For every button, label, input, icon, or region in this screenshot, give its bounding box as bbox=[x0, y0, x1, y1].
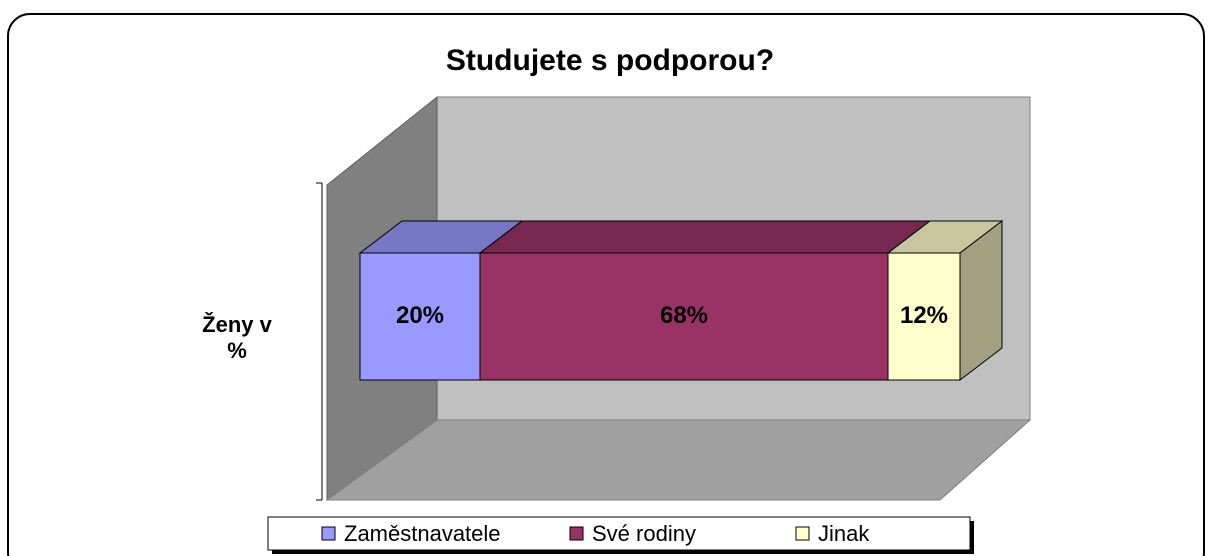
floor bbox=[325, 419, 1032, 501]
chart-title: Studujete s podporou? bbox=[446, 44, 774, 77]
legend-label: Jinak bbox=[818, 521, 870, 546]
category-label: Ženy v % bbox=[202, 312, 272, 363]
legend bbox=[267, 516, 971, 551]
legend-swatch bbox=[321, 526, 336, 541]
bar-top bbox=[478, 220, 932, 254]
legend-label: Zaměstnavatele bbox=[344, 521, 501, 546]
legend-swatch bbox=[569, 526, 584, 541]
legend-label: Své rodiny bbox=[592, 521, 696, 546]
value-label: 20% bbox=[396, 302, 444, 329]
bar bbox=[887, 252, 961, 381]
value-label: 12% bbox=[900, 302, 948, 329]
legend-swatch bbox=[795, 526, 810, 541]
value-label: 68% bbox=[660, 302, 708, 329]
